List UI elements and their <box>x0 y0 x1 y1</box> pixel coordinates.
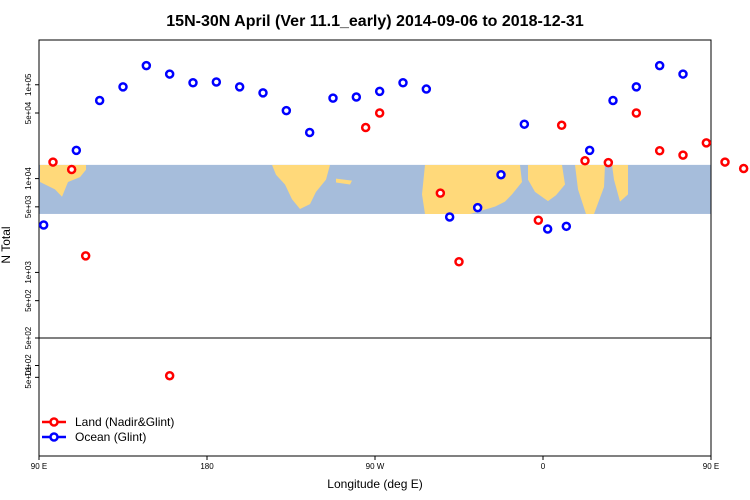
data-point <box>608 95 618 106</box>
data-point <box>234 82 245 92</box>
y-tick-label: 1e+05 <box>24 73 33 96</box>
y-tick-label: 5e+01 <box>24 366 33 389</box>
legend-marker <box>49 417 59 427</box>
data-point <box>164 69 175 79</box>
y-tick-label: 5e+04 <box>24 101 33 124</box>
data-point <box>188 78 198 88</box>
x-tick-label: 90 E <box>31 462 47 471</box>
y-tick-label: 5e+02 <box>24 289 33 312</box>
y-tick-label: 5e+02 <box>24 326 33 349</box>
x-axis-label: Longitude (deg E) <box>327 477 422 491</box>
data-point <box>496 169 506 180</box>
data-point <box>472 202 483 213</box>
y-axis-label: N Total <box>0 226 13 263</box>
data-point <box>533 215 544 225</box>
data-point <box>48 157 58 167</box>
data-point <box>71 145 82 156</box>
y-tick-label: 1e+04 <box>24 167 33 190</box>
data-point <box>561 221 572 232</box>
data-point <box>351 92 362 102</box>
legend-marker <box>49 432 59 442</box>
data-point <box>654 60 665 71</box>
x-tick-label: 90 W <box>366 462 385 471</box>
data-point <box>360 122 371 133</box>
data-point <box>38 220 49 230</box>
legend-label: Ocean (Glint) <box>75 430 146 444</box>
data-point <box>258 88 268 98</box>
data-point <box>398 78 408 88</box>
data-point <box>454 256 464 267</box>
data-point <box>584 145 595 156</box>
data-point <box>94 95 105 106</box>
data-point <box>701 138 712 148</box>
y-tick-label: 5e+03 <box>24 195 33 218</box>
data-point <box>211 77 222 87</box>
data-point <box>328 93 338 103</box>
data-point <box>654 146 665 156</box>
data-point <box>421 84 432 94</box>
land-cuba <box>336 178 352 185</box>
data-point <box>519 119 530 129</box>
map-ocean <box>39 164 711 214</box>
plot-layer: 1e+05 5e+04 1e+04 5e+03 1e+03 5e+02 5e+02 1e+02… <box>24 39 749 471</box>
data-point <box>80 251 91 261</box>
data-point <box>141 60 152 71</box>
x-tick-label: 180 <box>200 462 214 471</box>
data-point <box>678 69 688 79</box>
data-point <box>281 105 292 116</box>
data-point <box>720 157 730 167</box>
data-point <box>374 108 385 118</box>
land-arabia <box>528 164 565 202</box>
land-india <box>575 164 605 214</box>
data-point <box>631 82 642 92</box>
x-tick-label: 90 E <box>703 462 719 471</box>
y-tick-label: 1e+03 <box>24 261 33 284</box>
data-point <box>542 224 553 234</box>
data-point <box>444 212 455 222</box>
data-point <box>435 188 446 198</box>
data-point <box>556 120 567 131</box>
x-tick-label: 0 <box>541 462 546 471</box>
land-mexico <box>272 164 330 210</box>
legend-label: Land (Nadir&Glint) <box>75 415 174 429</box>
land-se-asia <box>612 164 628 202</box>
data-point <box>304 127 315 138</box>
data-point <box>374 86 385 97</box>
data-point <box>164 370 175 381</box>
data-point <box>678 150 688 160</box>
data-point <box>118 82 128 92</box>
data-point <box>580 155 590 166</box>
data-point <box>738 163 749 174</box>
data-point <box>631 108 642 118</box>
data-point <box>603 157 614 168</box>
data-point <box>66 164 77 175</box>
chart-title: 15N-30N April (Ver 11.1_early) 2014-09-0… <box>166 13 584 30</box>
y-tick-label: 1e+02 <box>24 354 33 377</box>
